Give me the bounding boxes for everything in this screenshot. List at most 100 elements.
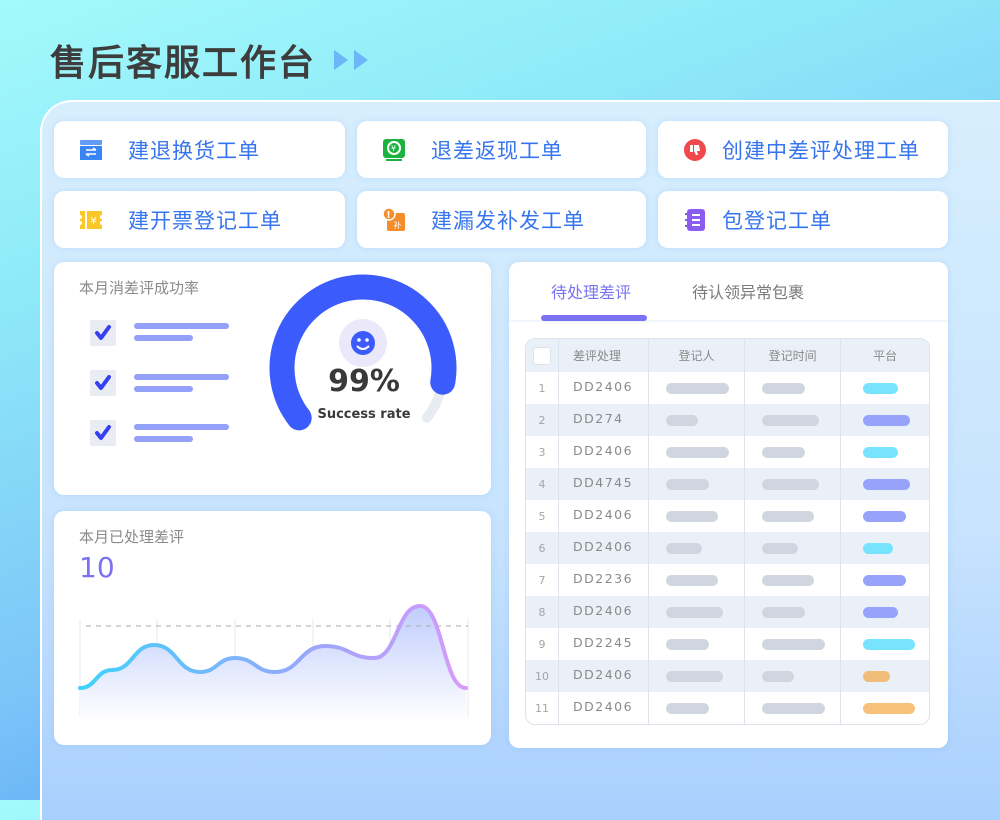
invoice-ticket-icon: ¥ bbox=[78, 207, 104, 233]
placeholder-pill bbox=[666, 543, 702, 554]
checkbox-icon bbox=[90, 420, 116, 446]
thumbs-down-icon bbox=[682, 137, 708, 163]
row-number: 3 bbox=[526, 436, 559, 468]
svg-text:补: 补 bbox=[394, 220, 403, 230]
placeholder-pill bbox=[762, 575, 814, 586]
platform-tag bbox=[863, 671, 890, 682]
platform-cell bbox=[841, 692, 929, 724]
active-tab-indicator bbox=[541, 315, 647, 321]
return-exchange-box-icon bbox=[78, 137, 104, 163]
placeholder-pill bbox=[666, 447, 729, 458]
placeholder-pill bbox=[762, 415, 819, 426]
row-number: 10 bbox=[526, 660, 559, 692]
placeholder-line bbox=[134, 424, 229, 430]
placeholder-line bbox=[134, 335, 193, 341]
platform-cell bbox=[841, 628, 929, 660]
platform-tag bbox=[863, 703, 915, 714]
placeholder-line bbox=[134, 386, 193, 392]
registered-time-cell bbox=[745, 532, 841, 564]
registrant-cell bbox=[649, 372, 745, 404]
success-rate-title: 本月消差评成功率 bbox=[79, 277, 199, 298]
tab-pending-reviews[interactable]: 待处理差评 bbox=[551, 279, 631, 303]
platform-cell bbox=[841, 372, 929, 404]
registered-time-cell bbox=[745, 564, 841, 596]
registrant-cell bbox=[649, 468, 745, 500]
action-button[interactable]: 建退换货工单 bbox=[54, 121, 345, 178]
work-queue-card: 待处理差评 待认领异常包裹 差评处理 登记人 登记时间 平台 1 DD2406 … bbox=[509, 262, 948, 748]
review-order-code: DD2406 bbox=[559, 596, 649, 628]
review-order-code: DD2406 bbox=[559, 692, 649, 724]
review-order-code: DD2406 bbox=[559, 660, 649, 692]
table-row[interactable]: 4 DD4745 bbox=[526, 468, 929, 500]
action-button[interactable]: 创建中差评处理工单 bbox=[658, 121, 948, 178]
placeholder-pill bbox=[666, 575, 718, 586]
column-header: 登记时间 bbox=[745, 339, 841, 372]
platform-tag bbox=[863, 447, 898, 458]
platform-tag bbox=[863, 511, 906, 522]
checkbox-icon bbox=[90, 370, 116, 396]
notebook-icon bbox=[682, 207, 708, 233]
registered-time-cell bbox=[745, 660, 841, 692]
registrant-cell bbox=[649, 532, 745, 564]
action-button-label: 包登记工单 bbox=[722, 205, 832, 235]
placeholder-pill bbox=[666, 607, 723, 618]
placeholder-pill bbox=[666, 479, 709, 490]
placeholder-pill bbox=[666, 639, 709, 650]
table-row[interactable]: 1 DD2406 bbox=[526, 372, 929, 404]
platform-cell bbox=[841, 500, 929, 532]
table-row[interactable]: 6 DD2406 bbox=[526, 532, 929, 564]
placeholder-pill bbox=[762, 479, 819, 490]
placeholder-pill bbox=[762, 543, 798, 554]
review-order-code: DD2406 bbox=[559, 372, 649, 404]
table-row[interactable]: 11 DD2406 bbox=[526, 692, 929, 724]
platform-tag bbox=[863, 543, 893, 554]
placeholder-line bbox=[134, 323, 229, 329]
tab-unclaimed-packages[interactable]: 待认领异常包裹 bbox=[692, 279, 804, 303]
registrant-cell bbox=[649, 628, 745, 660]
action-button[interactable]: 包登记工单 bbox=[658, 191, 948, 248]
platform-cell bbox=[841, 404, 929, 436]
select-all-checkbox[interactable] bbox=[533, 347, 551, 365]
registrant-cell bbox=[649, 692, 745, 724]
table-row[interactable]: 3 DD2406 bbox=[526, 436, 929, 468]
action-button[interactable]: !补 建漏发补发工单 bbox=[357, 191, 646, 248]
table-row[interactable]: 9 DD2245 bbox=[526, 628, 929, 660]
column-header: 登记人 bbox=[649, 339, 745, 372]
success-rate-caption: Success rate bbox=[254, 407, 474, 422]
registered-time-cell bbox=[745, 436, 841, 468]
row-number: 2 bbox=[526, 404, 559, 436]
review-order-code: DD2406 bbox=[559, 436, 649, 468]
placeholder-pill bbox=[666, 703, 709, 714]
review-order-code: DD274 bbox=[559, 404, 649, 436]
svg-text:!: ! bbox=[386, 210, 392, 221]
placeholder-pill bbox=[762, 447, 805, 458]
row-number: 4 bbox=[526, 468, 559, 500]
row-number: 6 bbox=[526, 532, 559, 564]
action-button[interactable]: ¥建开票登记工单 bbox=[54, 191, 345, 248]
svg-text:¥: ¥ bbox=[391, 144, 397, 153]
registrant-cell bbox=[649, 404, 745, 436]
table-row[interactable]: 8 DD2406 bbox=[526, 596, 929, 628]
table-row[interactable]: 10 DD2406 bbox=[526, 660, 929, 692]
page-title: 售后客服工作台 bbox=[50, 34, 370, 86]
table-row[interactable]: 7 DD2236 bbox=[526, 564, 929, 596]
registrant-cell bbox=[649, 436, 745, 468]
placeholder-pill bbox=[666, 415, 698, 426]
registered-time-cell bbox=[745, 500, 841, 532]
action-button-label: 建漏发补发工单 bbox=[431, 205, 585, 235]
platform-cell bbox=[841, 436, 929, 468]
double-arrow-icon bbox=[334, 48, 370, 72]
action-button[interactable]: ¥退差返现工单 bbox=[357, 121, 646, 178]
smile-icon bbox=[351, 331, 375, 355]
registered-time-cell bbox=[745, 468, 841, 500]
review-order-code: DD2406 bbox=[559, 532, 649, 564]
platform-cell bbox=[841, 564, 929, 596]
registrant-cell bbox=[649, 660, 745, 692]
row-number: 8 bbox=[526, 596, 559, 628]
platform-cell bbox=[841, 596, 929, 628]
cashback-icon: ¥ bbox=[381, 137, 407, 163]
trend-area bbox=[80, 606, 466, 721]
table-row[interactable]: 2 DD274 bbox=[526, 404, 929, 436]
placeholder-pill bbox=[762, 671, 794, 682]
table-row[interactable]: 5 DD2406 bbox=[526, 500, 929, 532]
